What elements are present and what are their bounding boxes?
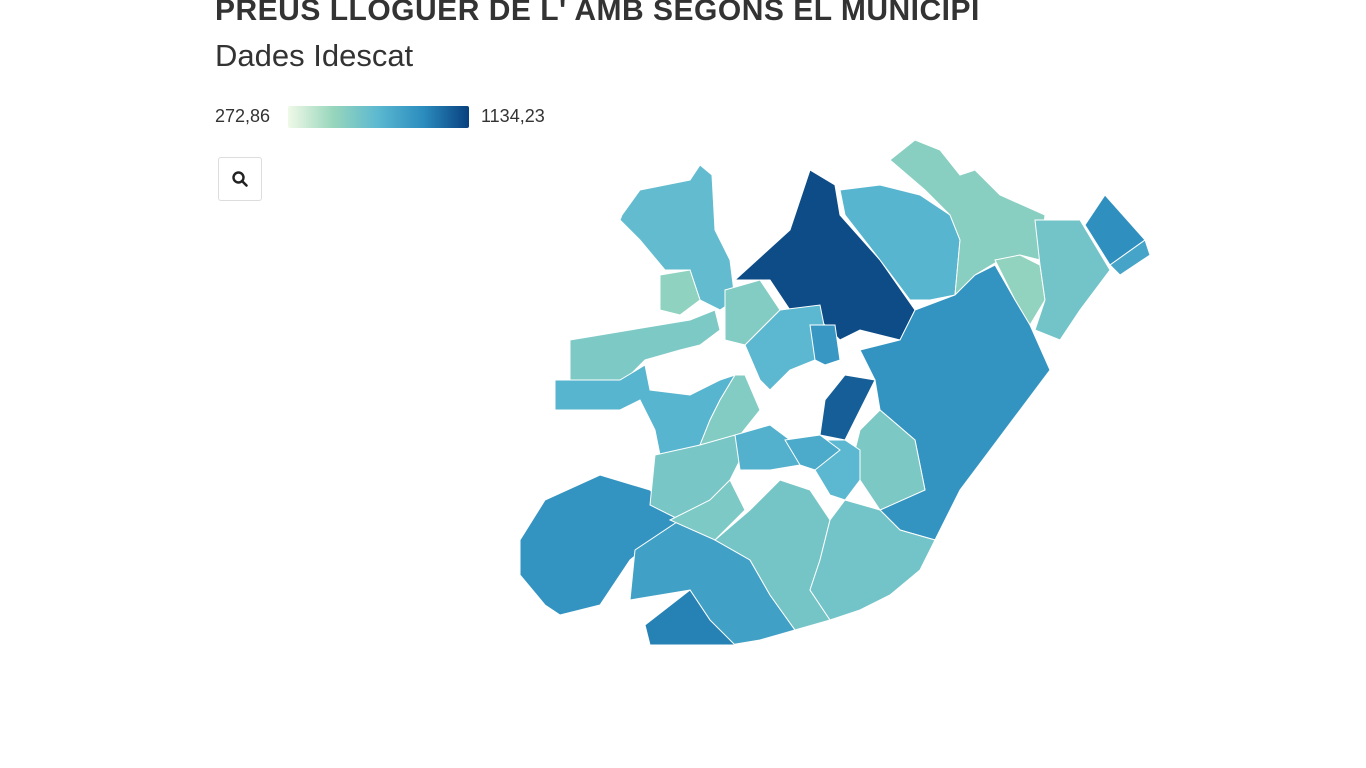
municipality[interactable] bbox=[519, 474, 681, 616]
municipality[interactable] bbox=[1109, 239, 1151, 276]
municipality[interactable] bbox=[668, 479, 746, 541]
municipality[interactable] bbox=[889, 139, 1046, 297]
municipality[interactable] bbox=[644, 589, 737, 646]
search-button[interactable] bbox=[218, 157, 262, 201]
subtitle: Dades Idescat bbox=[215, 38, 414, 73]
municipality[interactable] bbox=[809, 499, 936, 621]
municipality[interactable] bbox=[699, 374, 761, 446]
legend-max: 1134,23 bbox=[481, 106, 545, 126]
municipality[interactable] bbox=[1034, 219, 1111, 341]
search-icon bbox=[232, 171, 248, 187]
municipality[interactable] bbox=[809, 324, 841, 366]
legend-gradient bbox=[288, 106, 469, 128]
municipality[interactable] bbox=[744, 304, 826, 391]
municipality[interactable] bbox=[784, 434, 841, 471]
legend-min: 272,86 bbox=[215, 106, 271, 126]
municipality[interactable] bbox=[859, 264, 1051, 541]
municipality[interactable] bbox=[659, 269, 701, 316]
title: PREUS LLOGUER DE L' AMB SEGONS EL MUNICI… bbox=[215, 0, 980, 27]
